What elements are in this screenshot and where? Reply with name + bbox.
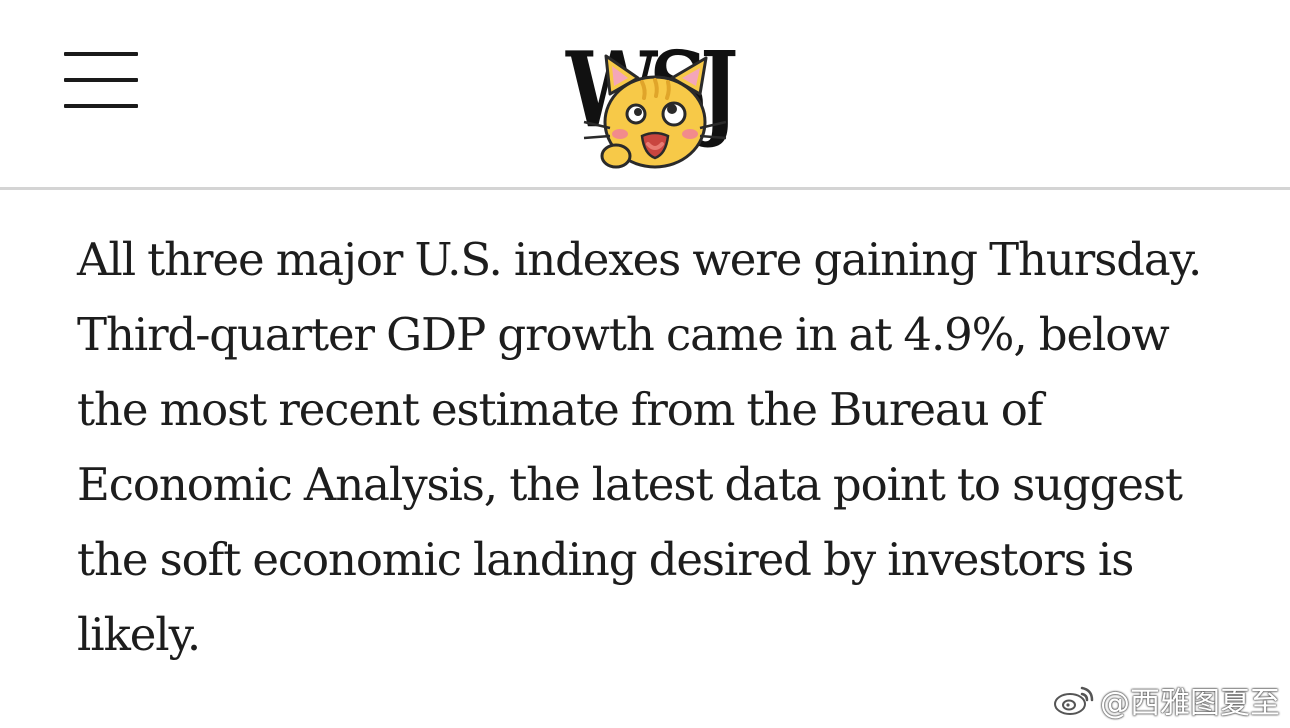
weibo-watermark: @西雅图夏至	[1052, 680, 1280, 721]
menu-bar	[64, 52, 138, 56]
cat-sticker-icon	[583, 54, 727, 169]
weibo-icon	[1054, 686, 1094, 715]
article-paragraph: All three major U.S. indexes were gainin…	[77, 233, 1202, 661]
wsj-logo[interactable]: WSJ	[560, 38, 738, 169]
top-header: WSJ	[0, 0, 1290, 190]
menu-bar	[64, 78, 138, 82]
hamburger-menu-icon[interactable]	[60, 48, 140, 116]
menu-bar	[64, 104, 138, 108]
watermark-text: @西雅图夏至	[1100, 686, 1280, 721]
